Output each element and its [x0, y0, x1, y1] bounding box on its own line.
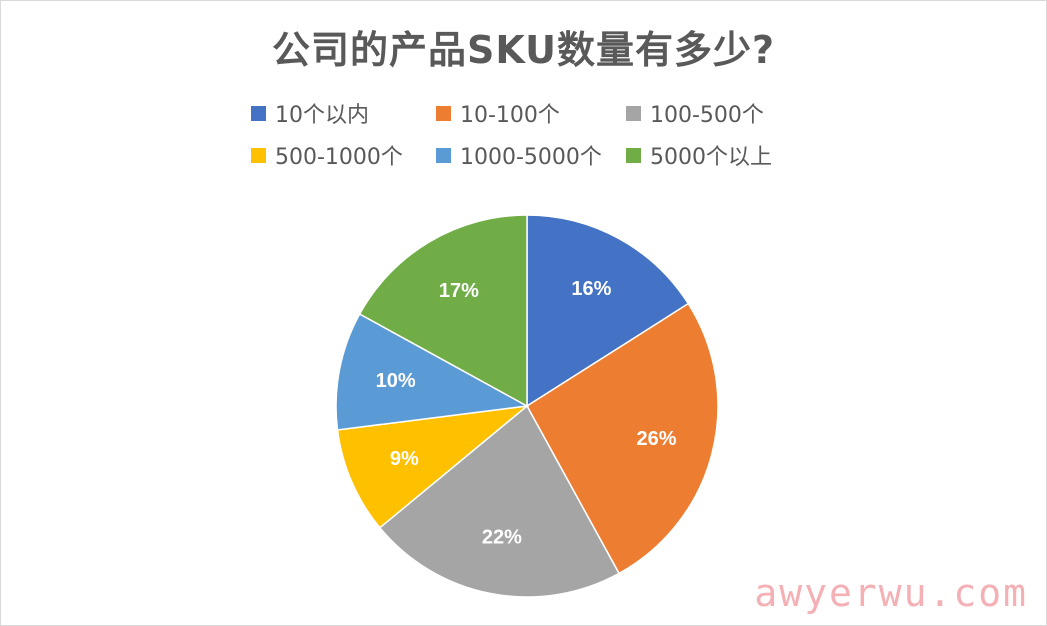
- legend-item: 10个以内: [251, 97, 369, 129]
- legend-swatch: [626, 147, 641, 163]
- legend-swatch: [251, 105, 266, 121]
- legend-label: 100-500个: [650, 103, 764, 128]
- watermark: awyerwu.com: [754, 571, 1028, 615]
- chart-title: 公司的产品SKU数量有多少?: [271, 28, 776, 72]
- legend-item: 500-1000个: [251, 139, 403, 171]
- pie-slice: [335, 312, 530, 431]
- pie-slice: [526, 302, 719, 575]
- legend-swatch: [251, 147, 266, 163]
- pie-slice: [526, 214, 690, 408]
- legend-item: 5000个以上: [626, 139, 772, 171]
- legend-label: 1000-5000个: [460, 145, 602, 170]
- data-label: 10%: [376, 370, 416, 392]
- data-label: 16%: [571, 278, 611, 300]
- legend-swatch: [436, 105, 451, 121]
- data-label: 17%: [439, 280, 479, 302]
- data-label: 26%: [636, 428, 676, 450]
- legend-swatch: [436, 147, 451, 163]
- legend-item: 10-100个: [436, 97, 560, 129]
- pie-slice: [378, 404, 621, 598]
- data-label: 22%: [482, 526, 522, 548]
- legend-label: 10-100个: [460, 103, 560, 128]
- pie-slice: [336, 404, 530, 529]
- pie-slice: [358, 214, 528, 408]
- legend-item: 1000-5000个: [436, 139, 602, 171]
- legend-label: 500-1000个: [275, 145, 403, 170]
- data-label: 9%: [390, 448, 419, 470]
- legend-label: 5000个以上: [650, 145, 772, 170]
- legend-label: 10个以内: [275, 103, 369, 128]
- legend-item: 100-500个: [626, 97, 764, 129]
- legend-swatch: [626, 105, 641, 121]
